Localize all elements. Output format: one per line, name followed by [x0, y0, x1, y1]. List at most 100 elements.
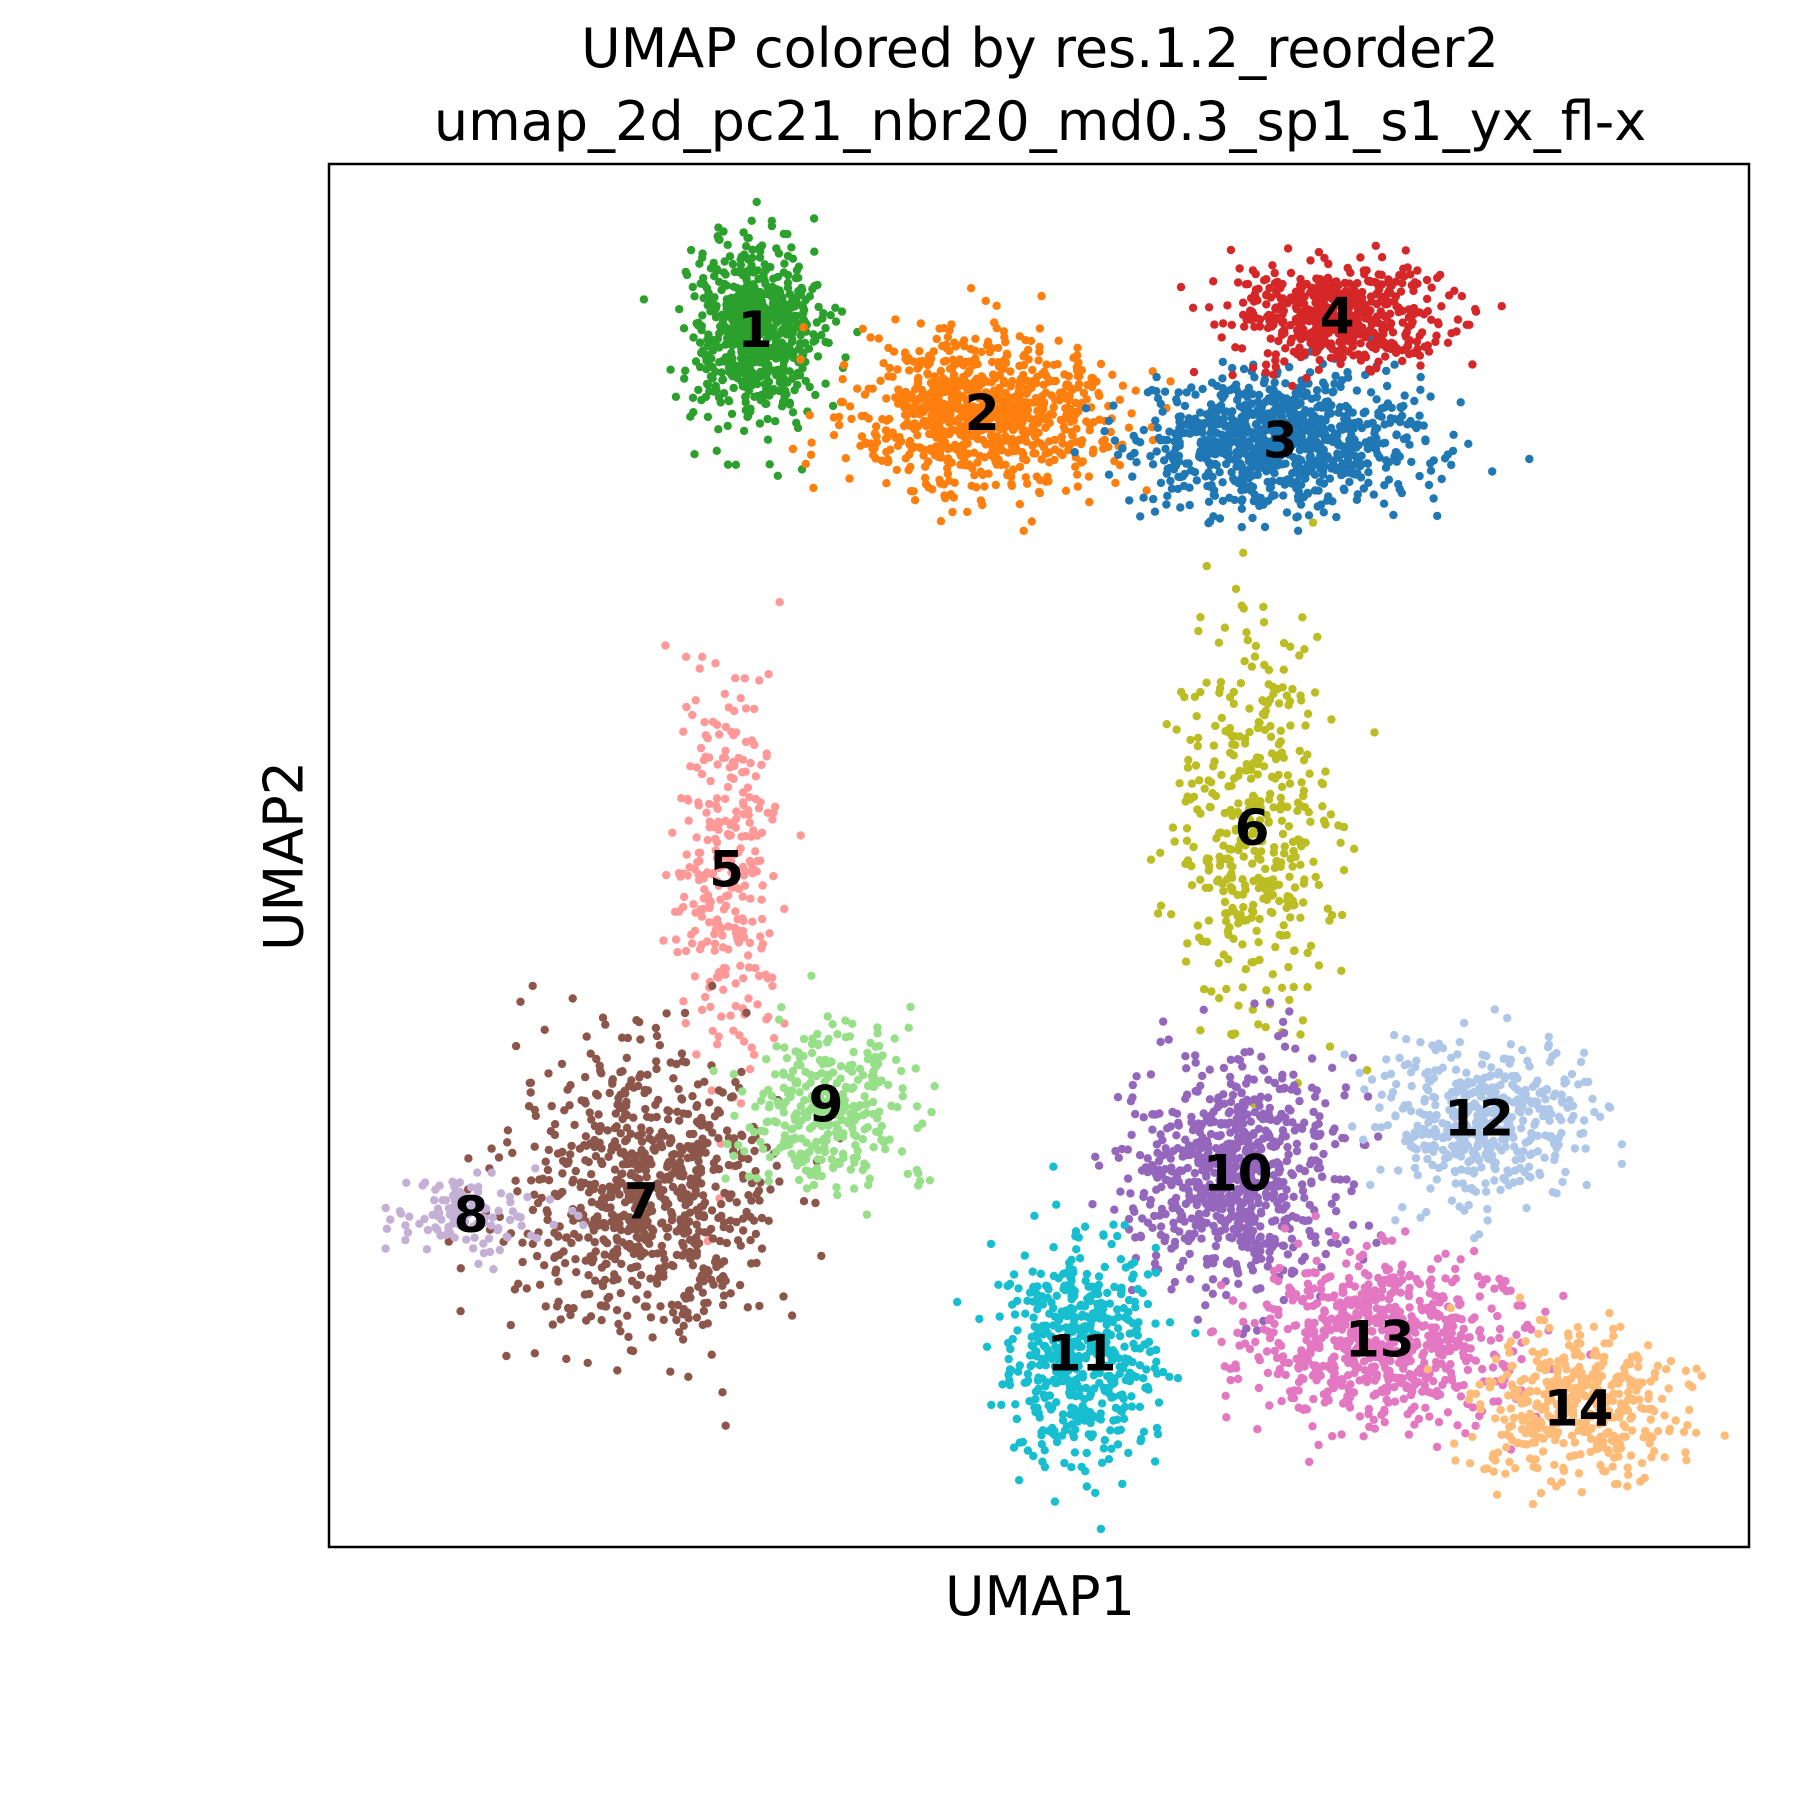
cluster-5-point — [731, 674, 740, 683]
cluster-2-point — [809, 483, 818, 493]
cluster-4-point — [1273, 279, 1282, 288]
cluster-7-point — [616, 1148, 625, 1158]
cluster-3-point — [1405, 440, 1414, 449]
cluster-2-point — [1033, 438, 1043, 447]
cluster-3-point — [1285, 439, 1294, 448]
cluster-7-point — [663, 1115, 673, 1124]
cluster-2-point — [1018, 417, 1027, 427]
cluster-2-point — [1099, 444, 1108, 453]
cluster-9-point — [890, 1034, 899, 1043]
cluster-6-point — [1239, 902, 1248, 912]
cluster-2-point — [839, 360, 849, 370]
cluster-6-point — [1349, 844, 1359, 853]
cluster-2-point — [1073, 482, 1083, 491]
cluster-3-point — [1345, 435, 1354, 444]
cluster-7-point — [642, 1302, 651, 1311]
cluster-1-point — [792, 266, 802, 275]
cluster-1-point — [712, 446, 721, 455]
cluster-7-point — [695, 1178, 704, 1188]
cluster-6-point — [1245, 704, 1254, 713]
cluster-5-point — [713, 818, 723, 827]
cluster-8-point — [487, 1168, 496, 1177]
cluster-3-point — [1162, 500, 1171, 509]
cluster-7-point — [811, 1198, 820, 1208]
cluster-3-point — [1363, 444, 1373, 454]
cluster-1-point — [841, 353, 850, 362]
cluster-3-point — [1191, 390, 1200, 399]
cluster-3-point — [1211, 459, 1220, 469]
cluster-7-point — [464, 1154, 473, 1163]
cluster-1-point — [702, 356, 711, 365]
cluster-2-point — [1007, 481, 1017, 491]
cluster-1-point — [746, 376, 756, 385]
cluster-3-point — [1355, 458, 1365, 468]
cluster-9-point — [723, 1139, 732, 1149]
cluster-6-point — [1289, 846, 1298, 856]
cluster-2-point — [923, 418, 932, 427]
cluster-7-point — [518, 1238, 527, 1247]
cluster-9-point — [911, 1064, 920, 1073]
cluster-3-point — [1299, 492, 1309, 502]
cluster-3-point — [1352, 495, 1362, 504]
cluster-6-point — [1182, 824, 1192, 833]
cluster-3-point — [1165, 463, 1174, 473]
cluster-3-point — [1258, 438, 1267, 447]
cluster-7-point — [598, 1159, 607, 1169]
cluster-6-point — [1254, 938, 1263, 947]
cluster-4-point — [1268, 261, 1277, 270]
cluster-2-point — [919, 451, 928, 460]
cluster-3-point — [1254, 390, 1264, 400]
cluster-3-point — [1248, 513, 1257, 523]
cluster-2-point — [1015, 500, 1024, 509]
cluster-6-point — [1236, 679, 1246, 688]
cluster-3-point — [1282, 405, 1291, 414]
cluster-9-point — [828, 1019, 837, 1029]
cluster-7-point — [674, 1084, 683, 1094]
cluster-1-point — [682, 270, 692, 280]
cluster-8-point — [381, 1203, 390, 1213]
cluster-2-point — [929, 347, 938, 356]
cluster-7-point — [616, 1090, 625, 1100]
cluster-2-point — [938, 341, 947, 351]
cluster-5-point — [746, 758, 755, 768]
cluster-5-point — [721, 794, 730, 804]
cluster-2-point — [916, 444, 926, 453]
cluster-4-point — [1353, 308, 1363, 318]
cluster-5-point — [744, 963, 754, 972]
cluster-7-point — [744, 1154, 753, 1164]
cluster-2-point — [993, 413, 1002, 422]
cluster-5-point — [725, 831, 734, 840]
cluster-7-point — [587, 1197, 596, 1207]
cluster-5-point — [740, 933, 749, 942]
cluster-2-point — [950, 478, 959, 487]
cluster-4-point — [1356, 253, 1365, 262]
cluster-9-point — [897, 1147, 907, 1156]
cluster-3-point — [1282, 508, 1292, 517]
cluster-6-point — [1318, 802, 1327, 811]
cluster-7-point — [548, 1320, 557, 1329]
cluster-9-point — [897, 1066, 906, 1076]
cluster-2-point — [1085, 426, 1094, 435]
cluster-6-point — [1201, 883, 1210, 892]
cluster-2-point — [1035, 488, 1045, 498]
cluster-9-point — [904, 1023, 913, 1032]
cluster-6-point — [1274, 770, 1283, 780]
cluster-6-point — [1221, 909, 1230, 918]
cluster-3-point — [1372, 440, 1382, 449]
cluster-2-point — [993, 343, 1003, 353]
cluster-3-point — [1118, 444, 1127, 453]
cluster-6-point — [1206, 803, 1215, 812]
cluster-3-point — [1312, 438, 1322, 447]
cluster-7-point — [514, 1279, 523, 1289]
cluster-5-point — [769, 1034, 779, 1043]
cluster-4-point — [1370, 277, 1380, 287]
cluster-2-point — [935, 416, 945, 425]
cluster-4-point — [1415, 331, 1424, 340]
cluster-4-point — [1293, 300, 1303, 309]
cluster-6-point — [1277, 983, 1287, 992]
cluster-2-point — [935, 324, 944, 333]
cluster-5-point — [732, 728, 741, 737]
cluster-3-point — [1237, 522, 1247, 532]
cluster-3-point — [1372, 395, 1381, 404]
cluster-5-point — [769, 872, 778, 881]
